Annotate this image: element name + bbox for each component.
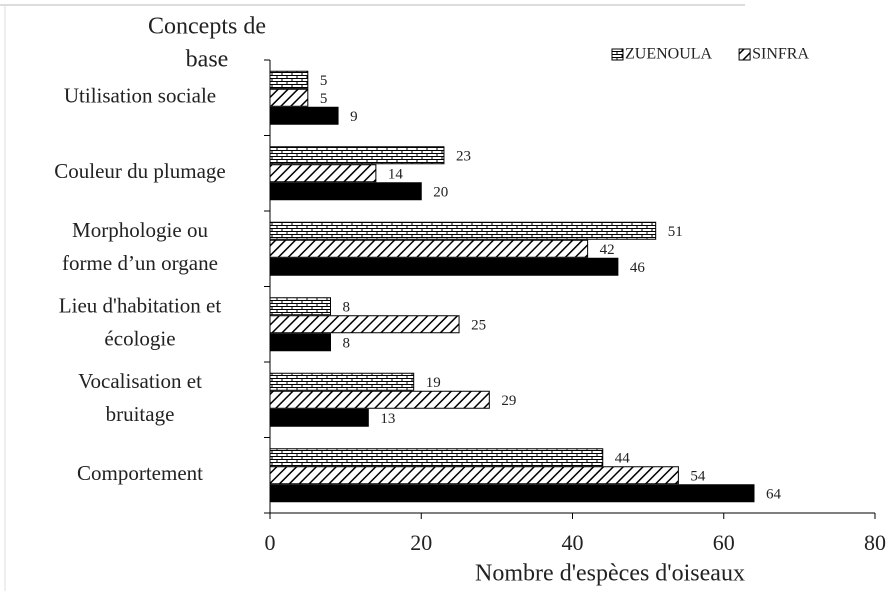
value-label: 29 xyxy=(501,393,516,409)
y-tick-label: Couleur du plumage xyxy=(54,159,225,183)
bar xyxy=(269,164,377,183)
y-tick-label: Lieu d'habitation et xyxy=(59,294,222,318)
bar xyxy=(269,88,309,107)
legend-label: ZUENOULA xyxy=(625,46,713,63)
bar xyxy=(269,146,445,165)
value-label: 5 xyxy=(320,91,328,107)
bar xyxy=(269,484,755,503)
bar xyxy=(269,390,490,409)
bar xyxy=(269,333,331,352)
value-label: 13 xyxy=(380,411,395,427)
y-tick-label: écologie xyxy=(104,327,175,351)
value-label: 64 xyxy=(766,487,782,503)
bar xyxy=(269,408,369,427)
y-axis-label: base xyxy=(186,47,229,73)
value-label: 9 xyxy=(350,109,358,125)
value-label: 46 xyxy=(630,260,646,276)
bar xyxy=(269,297,331,316)
y-tick-label: Utilisation sociale xyxy=(64,84,216,108)
bar xyxy=(269,372,415,391)
bar xyxy=(269,106,339,125)
value-label: 54 xyxy=(690,469,706,485)
value-label: 23 xyxy=(456,149,471,165)
bar xyxy=(269,182,422,201)
value-label: 42 xyxy=(600,242,615,258)
x-tick-label: 40 xyxy=(562,530,584,555)
bar xyxy=(269,239,589,258)
value-label: 44 xyxy=(615,451,631,467)
y-tick-label: forme d’un organe xyxy=(62,251,218,275)
value-label: 51 xyxy=(668,224,683,240)
value-label: 25 xyxy=(471,318,486,334)
value-label: 20 xyxy=(433,185,448,201)
value-label: 8 xyxy=(343,300,351,316)
value-label: 5 xyxy=(320,73,328,89)
legend-swatch xyxy=(611,48,624,61)
legend-swatch xyxy=(738,48,751,61)
value-label: 14 xyxy=(388,167,404,183)
bar xyxy=(269,221,657,240)
y-axis-label: Concepts de xyxy=(148,14,266,40)
x-tick-label: 60 xyxy=(713,530,735,555)
value-label: 8 xyxy=(343,336,351,352)
bar xyxy=(269,315,460,334)
bar xyxy=(269,70,309,89)
y-tick-label: Comportement xyxy=(77,461,203,485)
x-tick-label: 20 xyxy=(410,530,432,555)
x-axis-label: Nombre d'espèces d'oiseaux xyxy=(475,561,745,587)
bar xyxy=(269,257,619,276)
bar xyxy=(269,466,679,485)
value-label: 19 xyxy=(426,375,441,391)
x-tick-label: 80 xyxy=(864,530,886,555)
y-tick-label: Morphologie ou xyxy=(72,218,208,242)
y-tick-label: Vocalisation et xyxy=(78,369,202,393)
legend-label: SINFRA xyxy=(752,46,809,63)
y-tick-label: bruitage xyxy=(106,402,175,426)
bar xyxy=(269,448,604,467)
x-tick-label: 0 xyxy=(265,530,276,555)
